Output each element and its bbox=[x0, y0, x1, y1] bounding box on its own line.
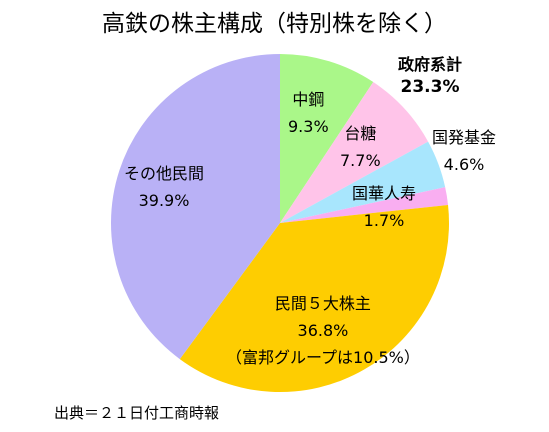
chart-title: 高鉄の株主構成（特別株を除く） bbox=[102, 11, 447, 37]
group-value: 23.3% bbox=[400, 77, 460, 97]
slice-name: 民間５大株主 bbox=[274, 294, 371, 313]
slice-value: 4.6% bbox=[443, 155, 485, 174]
slice-label-chuko: 中鋼 9.3% bbox=[288, 86, 329, 140]
pie-slice-taito bbox=[280, 82, 429, 223]
slice-label-kokuhatsu: 国発基金 4.6% bbox=[432, 124, 496, 178]
pie-slice-chuko bbox=[280, 54, 374, 223]
slice-value: 7.7% bbox=[340, 151, 381, 170]
slice-value: 9.3% bbox=[288, 117, 329, 136]
slice-value: 39.9% bbox=[138, 191, 190, 210]
slice-value: 36.8% bbox=[297, 321, 349, 340]
slice-name: 台糖 bbox=[344, 124, 377, 143]
slice-name: その他民間 bbox=[124, 164, 205, 183]
slice-name: 国華人寿 bbox=[352, 184, 417, 203]
source-note: 出典＝２１日付工商時報 bbox=[54, 404, 220, 422]
slice-label-kokka: 国華人寿 1.7% bbox=[352, 180, 416, 234]
slice-name: 中鋼 bbox=[292, 90, 325, 109]
group-label-government: 政府系計 23.3% bbox=[398, 54, 462, 98]
pie-slice-kokka bbox=[280, 187, 449, 223]
slice-note: （富邦グループは10.5%） bbox=[226, 348, 420, 367]
pie-slice-other bbox=[110, 54, 280, 360]
slice-label-other: その他民間 39.9% bbox=[124, 160, 204, 214]
slice-label-top5: 民間５大株主 36.8% （富邦グループは10.5%） bbox=[226, 290, 420, 371]
slice-label-taito: 台糖 7.7% bbox=[340, 120, 381, 174]
slice-value: 1.7% bbox=[363, 211, 405, 230]
group-name: 政府系計 bbox=[398, 55, 463, 74]
pie-slice-kokuhatsu bbox=[280, 141, 446, 223]
slice-name: 国発基金 bbox=[432, 128, 497, 147]
pie-slice-top5 bbox=[179, 204, 450, 393]
